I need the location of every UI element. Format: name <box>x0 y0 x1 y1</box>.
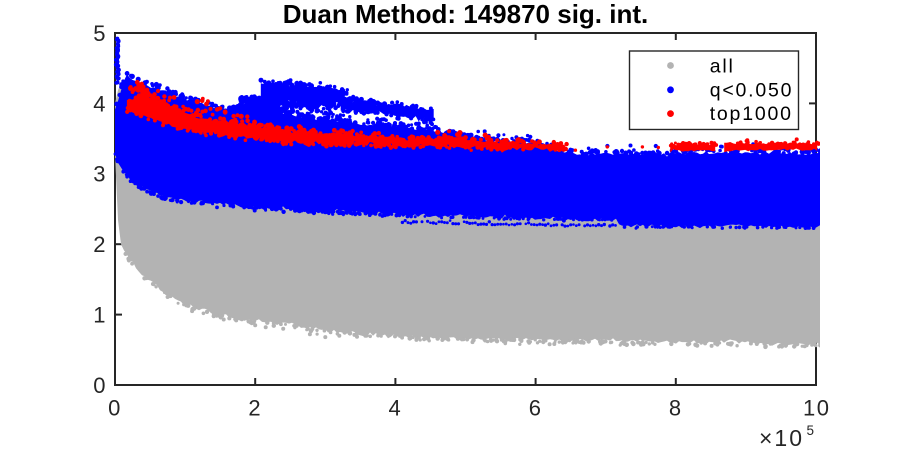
svg-text:0: 0 <box>93 373 107 398</box>
svg-text:5: 5 <box>807 423 815 438</box>
svg-text:0: 0 <box>108 396 122 421</box>
svg-text:6: 6 <box>529 396 543 421</box>
svg-text:10: 10 <box>803 396 830 421</box>
svg-text:4: 4 <box>93 91 107 116</box>
svg-text:3: 3 <box>93 162 107 187</box>
svg-text:q<0.050: q<0.050 <box>710 80 794 102</box>
svg-text:1: 1 <box>93 303 107 328</box>
svg-text:4: 4 <box>389 396 403 421</box>
svg-text:5: 5 <box>93 21 107 46</box>
svg-text:top1000: top1000 <box>710 103 793 125</box>
svg-text:×10: ×10 <box>759 425 804 450</box>
svg-text:all: all <box>710 55 735 77</box>
svg-text:2: 2 <box>248 396 262 421</box>
svg-text:8: 8 <box>669 396 683 421</box>
svg-text:2: 2 <box>93 232 107 257</box>
svg-text:Duan Method: 149870 sig. int.: Duan Method: 149870 sig. int. <box>283 0 649 29</box>
